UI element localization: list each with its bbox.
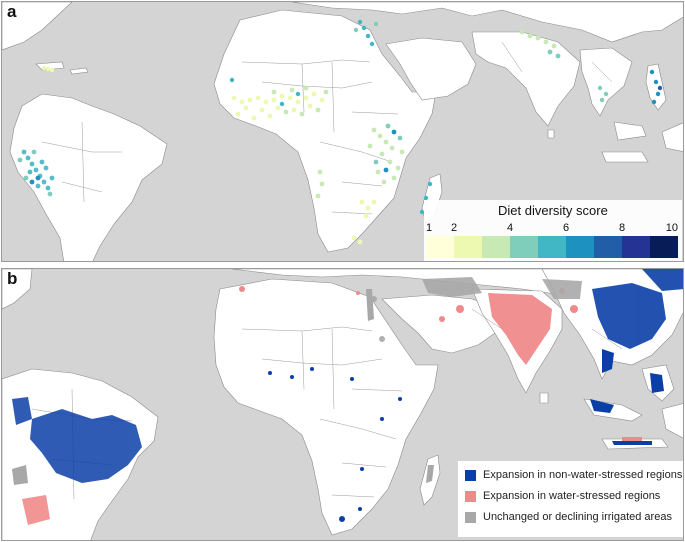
map-b [2, 269, 683, 540]
legend-color-step [482, 236, 510, 258]
panel-a-diet-diversity-map: a Diet diversity score 1 2 4 6 8 10 [1, 1, 684, 262]
map-a [2, 2, 683, 261]
diet-diversity-legend: Diet diversity score 1 2 4 6 8 10 [424, 200, 682, 261]
legend-label: Expansion in water-stressed regions [483, 490, 661, 502]
legend-title: Diet diversity score [498, 203, 608, 218]
tick-10: 10 [665, 222, 678, 234]
panel-a-label: a [7, 2, 17, 21]
legend-color-step [594, 236, 622, 258]
legend-label: Unchanged or declining irrigated areas [483, 511, 672, 523]
panel-b-label: b [7, 269, 18, 288]
country-borders-a [41, 41, 613, 215]
legend-color-step [510, 236, 538, 258]
irrigation-legend: Expansion in non-water-stressed regions … [458, 461, 683, 537]
legend-color-step [538, 236, 566, 258]
legend-swatch [465, 511, 476, 523]
legend-color-step [622, 236, 650, 258]
diet-diversity-points [17, 19, 663, 245]
panel-b-irrigation-map: b Expansion in non-water-stressed region… [1, 268, 684, 541]
legend-item-unchanged-or-declining: Unchanged or declining irrigated areas [465, 509, 672, 525]
continents-a [2, 2, 683, 261]
legend-swatch [465, 469, 476, 481]
legend-color-step [426, 236, 454, 258]
tick-4: 4 [506, 222, 514, 234]
tick-6: 6 [562, 222, 570, 234]
legend-color-bar [426, 236, 678, 258]
legend-swatch [465, 490, 476, 502]
legend-color-step [650, 236, 678, 258]
legend-item-non-water-stressed: Expansion in non-water-stressed regions [465, 467, 682, 483]
tick-1: 1 [426, 222, 433, 234]
legend-color-step [454, 236, 482, 258]
legend-label: Expansion in non-water-stressed regions [483, 469, 683, 481]
legend-ticks: 1 2 4 6 8 10 [424, 222, 682, 236]
tick-8: 8 [618, 222, 626, 234]
legend-item-water-stressed: Expansion in water-stressed regions [465, 488, 660, 504]
tick-2: 2 [450, 222, 458, 234]
legend-color-step [566, 236, 594, 258]
irrigation-expansion-areas [12, 269, 683, 525]
